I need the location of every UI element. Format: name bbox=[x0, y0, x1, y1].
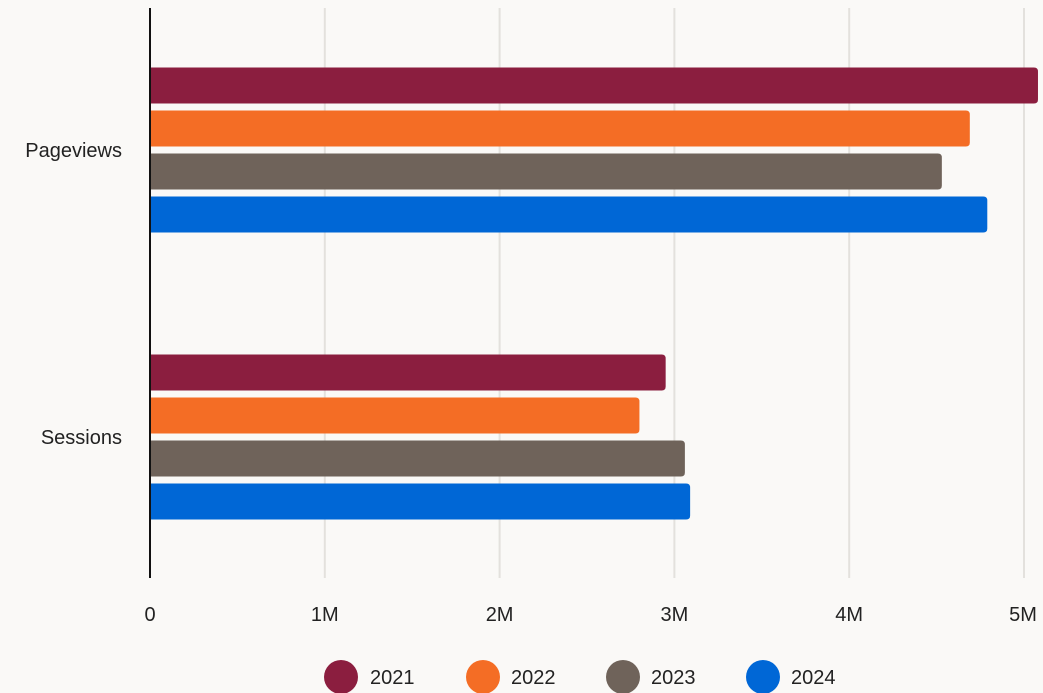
x-tick-label: 4M bbox=[835, 604, 863, 626]
legend-swatch-2024 bbox=[746, 660, 780, 693]
bar-sessions-2024 bbox=[150, 483, 691, 520]
legend-label-2021: 2021 bbox=[370, 667, 415, 689]
category-label-pageviews: Pageviews bbox=[25, 140, 122, 162]
bar-pageviews-2021 bbox=[150, 67, 1038, 104]
legend-swatch-2021 bbox=[324, 660, 358, 693]
x-tick-label: 2M bbox=[486, 604, 514, 626]
category-labels: Pageviews Sessions bbox=[25, 140, 122, 449]
bar-pageviews-2024 bbox=[150, 196, 988, 233]
legend: 2021 2022 2023 2024 bbox=[324, 660, 836, 693]
legend-item-2023[interactable]: 2023 bbox=[606, 660, 696, 693]
bar-sessions-2022 bbox=[150, 397, 640, 434]
bar-pageviews-2023 bbox=[150, 153, 942, 190]
legend-label-2024: 2024 bbox=[791, 667, 836, 689]
legend-item-2024[interactable]: 2024 bbox=[746, 660, 836, 693]
legend-item-2022[interactable]: 2022 bbox=[466, 660, 556, 693]
legend-item-2021[interactable]: 2021 bbox=[324, 660, 415, 693]
bar-pageviews-2022 bbox=[150, 110, 970, 147]
bars bbox=[150, 67, 1038, 520]
bar-sessions-2021 bbox=[150, 354, 666, 391]
legend-swatch-2022 bbox=[466, 660, 500, 693]
legend-swatch-2023 bbox=[606, 660, 640, 693]
x-tick-label: 3M bbox=[661, 604, 689, 626]
legend-label-2022: 2022 bbox=[511, 667, 556, 689]
bar-sessions-2023 bbox=[150, 440, 685, 477]
category-label-sessions: Sessions bbox=[41, 427, 122, 449]
x-axis-tick-labels: 0 1M 2M 3M 4M 5M bbox=[144, 604, 1036, 626]
x-tick-label: 0 bbox=[144, 604, 155, 626]
x-tick-label: 1M bbox=[311, 604, 339, 626]
x-tick-label: 5M bbox=[1009, 604, 1037, 626]
legend-label-2023: 2023 bbox=[651, 667, 696, 689]
